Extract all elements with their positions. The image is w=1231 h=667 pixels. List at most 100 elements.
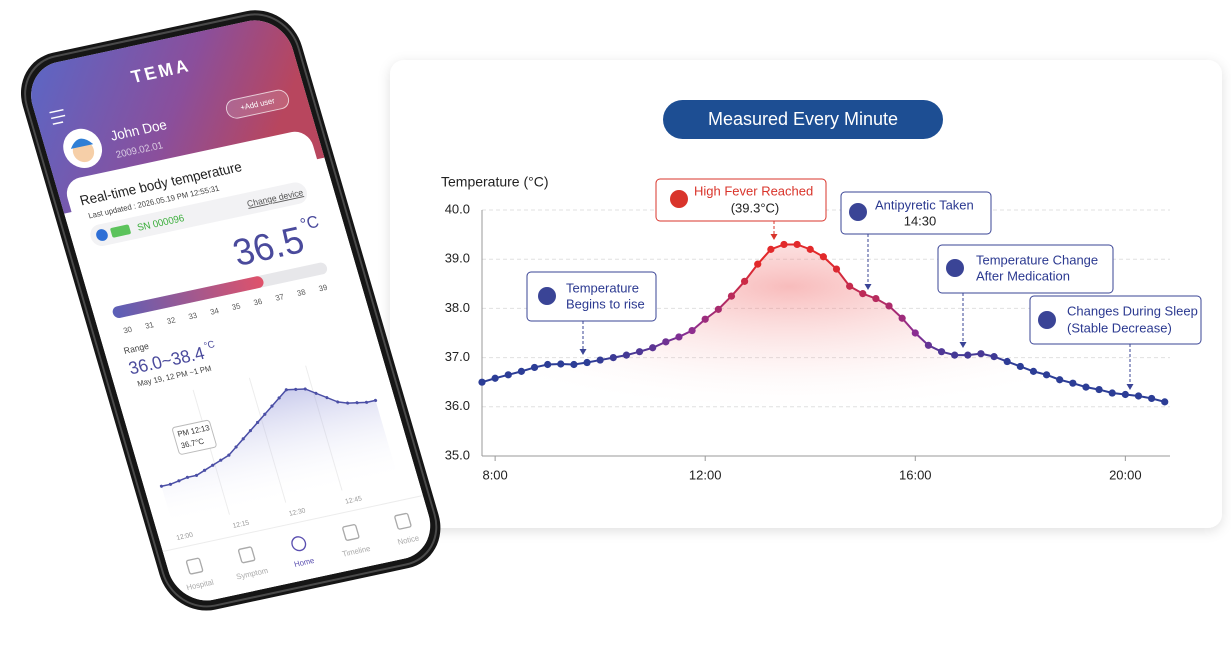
annotation-text: Temperature: [566, 280, 639, 295]
scale-label: 30: [122, 325, 133, 336]
point: [701, 315, 709, 323]
scale-label: 35: [231, 301, 242, 312]
mini-point: [263, 412, 267, 416]
point: [754, 260, 762, 268]
mini-point: [346, 401, 350, 405]
point: [1042, 371, 1051, 379]
annotation-text: After Medication: [976, 268, 1070, 283]
chart-title: Measured Every Minute: [708, 109, 898, 129]
nav-icon[interactable]: [237, 546, 256, 564]
point: [872, 294, 880, 303]
point: [819, 253, 827, 261]
mini-point: [177, 479, 181, 483]
point: [596, 356, 604, 364]
point: [1161, 398, 1169, 406]
x-tick-label: 8:00: [482, 467, 507, 482]
scale-label: 33: [187, 311, 198, 322]
mini-point: [219, 458, 223, 462]
mini-x-label: 12:30: [288, 507, 306, 517]
mini-x-label: 12:45: [344, 495, 362, 505]
mini-point: [194, 473, 199, 477]
add-user-button[interactable]: [224, 88, 291, 119]
menu-icon[interactable]: [49, 108, 66, 125]
mini-point: [159, 484, 163, 488]
annotation-icon: [1038, 311, 1056, 329]
mini-point: [203, 468, 207, 472]
annotation-icon: [670, 190, 688, 208]
point: [885, 302, 893, 310]
nav-icon[interactable]: [342, 524, 360, 541]
point: [832, 265, 841, 273]
mini-point: [373, 398, 378, 402]
annotation-text: High Fever Reached: [694, 183, 813, 198]
point: [859, 290, 867, 298]
mini-point: [234, 445, 238, 449]
annotation-box: [655, 178, 827, 222]
point: [951, 351, 959, 359]
y-axis-title: Temperature (°C): [441, 174, 549, 190]
point: [1069, 379, 1077, 387]
mini-point: [248, 429, 252, 433]
annotation-text: (39.3°C): [731, 200, 780, 215]
scale-label: 31: [144, 320, 155, 331]
nav-label[interactable]: Home: [293, 556, 315, 569]
point: [635, 348, 644, 356]
range-unit: °C: [203, 339, 217, 352]
point: [530, 363, 539, 372]
annotation-text: Temperature Change: [976, 252, 1098, 267]
point: [675, 333, 683, 341]
point: [504, 371, 512, 379]
point: [478, 378, 486, 386]
mini-point: [303, 387, 307, 391]
point: [1108, 389, 1116, 397]
annotation-box: [526, 271, 657, 322]
point: [990, 353, 998, 361]
annotation-text: 14:30: [904, 213, 937, 228]
battery-icon: [110, 224, 131, 238]
mini-point: [211, 463, 215, 467]
avatar-cap: [70, 138, 94, 149]
point: [937, 348, 946, 356]
tooltip: [172, 419, 217, 455]
mini-x-label: 12:15: [232, 520, 250, 530]
arrow-head: [1126, 384, 1134, 390]
y-tick-label: 35.0: [445, 447, 470, 462]
point: [1029, 367, 1038, 375]
nav-divider: [162, 495, 424, 553]
scale-label: 38: [296, 287, 307, 298]
arrow-head: [864, 284, 872, 290]
annotation-box: [937, 244, 1114, 294]
mini-point: [256, 420, 260, 425]
nav-icon[interactable]: [185, 557, 204, 575]
point: [846, 282, 854, 290]
nav-label[interactable]: Notice: [397, 533, 421, 546]
point: [570, 360, 578, 369]
nav-icon[interactable]: [394, 512, 412, 530]
mini-point: [185, 475, 190, 479]
point: [1016, 362, 1024, 371]
y-tick-label: 40.0: [445, 201, 470, 216]
annotation-box: [840, 191, 992, 235]
point: [1148, 394, 1156, 403]
x-tick-label: 12:00: [689, 467, 722, 482]
mini-point: [314, 391, 318, 395]
phone-bezel: [24, 13, 438, 608]
point: [924, 341, 933, 349]
annotation-text: (Stable Decrease): [1067, 320, 1172, 335]
point: [1082, 383, 1090, 391]
mini-point: [277, 396, 281, 400]
point: [911, 329, 919, 337]
scale-label: 36: [252, 297, 263, 308]
point: [609, 354, 617, 362]
scale-label: 32: [166, 315, 177, 326]
point: [1121, 390, 1129, 399]
mini-point: [284, 388, 288, 392]
mini-point: [325, 396, 329, 400]
point: [964, 351, 972, 359]
bluetooth-icon: [96, 229, 108, 241]
mini-point: [168, 482, 172, 486]
nav-icon[interactable]: [290, 536, 307, 552]
